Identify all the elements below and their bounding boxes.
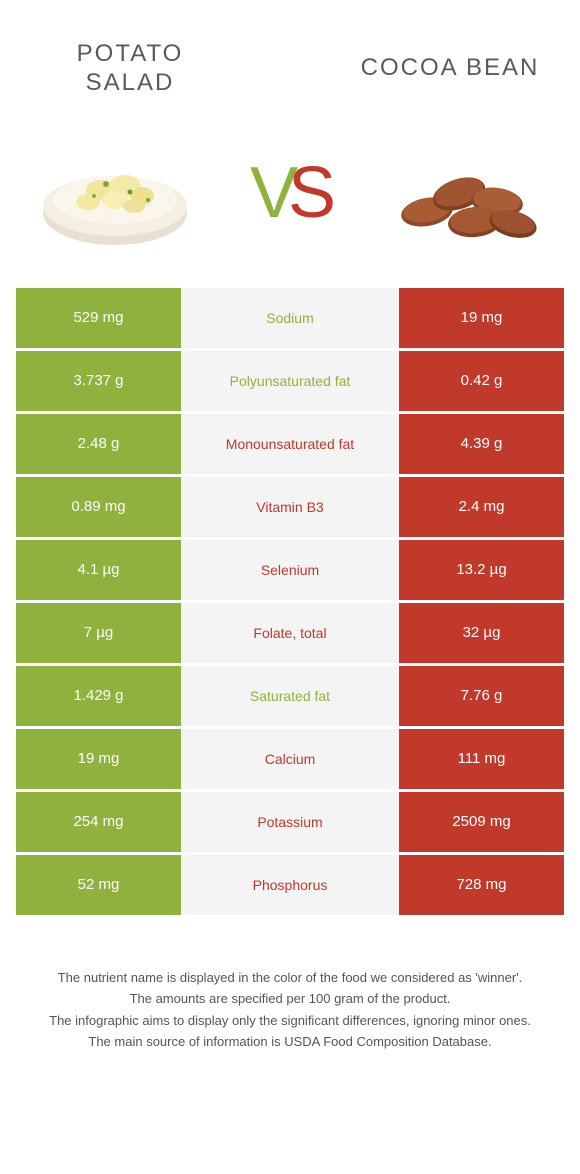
vs-v: V: [250, 152, 292, 234]
footer-line: The infographic aims to display only the…: [30, 1011, 550, 1031]
footer-line: The main source of information is USDA F…: [30, 1032, 550, 1052]
left-value-cell: 7 µg: [16, 603, 181, 663]
left-value-cell: 2.48 g: [16, 414, 181, 474]
nutrient-label-cell: Selenium: [181, 540, 399, 600]
nutrient-label-cell: Vitamin B3: [181, 477, 399, 537]
nutrient-label-cell: Saturated fat: [181, 666, 399, 726]
left-value-cell: 0.89 mg: [16, 477, 181, 537]
potato-salad-image: [30, 128, 200, 258]
left-value-cell: 19 mg: [16, 729, 181, 789]
images-row: VS: [0, 108, 580, 288]
right-value-cell: 19 mg: [399, 288, 564, 348]
table-row: 52 mgPhosphorus728 mg: [16, 855, 564, 918]
table-row: 0.89 mgVitamin B32.4 mg: [16, 477, 564, 540]
nutrient-label-cell: Potassium: [181, 792, 399, 852]
left-food-title: POTATO SALAD: [30, 40, 230, 98]
right-food-title: COCOA BEAN: [350, 54, 550, 83]
nutrient-label-cell: Calcium: [181, 729, 399, 789]
nutrient-label-cell: Sodium: [181, 288, 399, 348]
left-value-cell: 254 mg: [16, 792, 181, 852]
left-value-cell: 52 mg: [16, 855, 181, 915]
table-row: 529 mgSodium19 mg: [16, 288, 564, 351]
left-value-cell: 3.737 g: [16, 351, 181, 411]
footer-line: The nutrient name is displayed in the co…: [30, 968, 550, 988]
header: POTATO SALAD COCOA BEAN: [0, 0, 580, 108]
left-value-cell: 4.1 µg: [16, 540, 181, 600]
nutrient-label-cell: Folate, total: [181, 603, 399, 663]
footer-notes: The nutrient name is displayed in the co…: [0, 918, 580, 1074]
left-value-cell: 1.429 g: [16, 666, 181, 726]
comparison-table: 529 mgSodium19 mg3.737 gPolyunsaturated …: [0, 288, 580, 918]
table-row: 3.737 gPolyunsaturated fat0.42 g: [16, 351, 564, 414]
right-value-cell: 32 µg: [399, 603, 564, 663]
nutrient-label-cell: Monounsaturated fat: [181, 414, 399, 474]
right-value-cell: 7.76 g: [399, 666, 564, 726]
right-value-cell: 728 mg: [399, 855, 564, 915]
nutrient-label-cell: Phosphorus: [181, 855, 399, 915]
right-value-cell: 4.39 g: [399, 414, 564, 474]
vs-label: VS: [250, 152, 330, 234]
vs-s: S: [288, 152, 330, 234]
table-row: 19 mgCalcium111 mg: [16, 729, 564, 792]
left-value-cell: 529 mg: [16, 288, 181, 348]
cocoa-bean-image: [380, 128, 550, 258]
table-row: 2.48 gMonounsaturated fat4.39 g: [16, 414, 564, 477]
right-value-cell: 111 mg: [399, 729, 564, 789]
table-row: 4.1 µgSelenium13.2 µg: [16, 540, 564, 603]
right-value-cell: 2.4 mg: [399, 477, 564, 537]
right-value-cell: 0.42 g: [399, 351, 564, 411]
table-row: 7 µgFolate, total32 µg: [16, 603, 564, 666]
table-row: 1.429 gSaturated fat7.76 g: [16, 666, 564, 729]
table-row: 254 mgPotassium2509 mg: [16, 792, 564, 855]
right-value-cell: 2509 mg: [399, 792, 564, 852]
right-value-cell: 13.2 µg: [399, 540, 564, 600]
nutrient-label-cell: Polyunsaturated fat: [181, 351, 399, 411]
footer-line: The amounts are specified per 100 gram o…: [30, 989, 550, 1009]
